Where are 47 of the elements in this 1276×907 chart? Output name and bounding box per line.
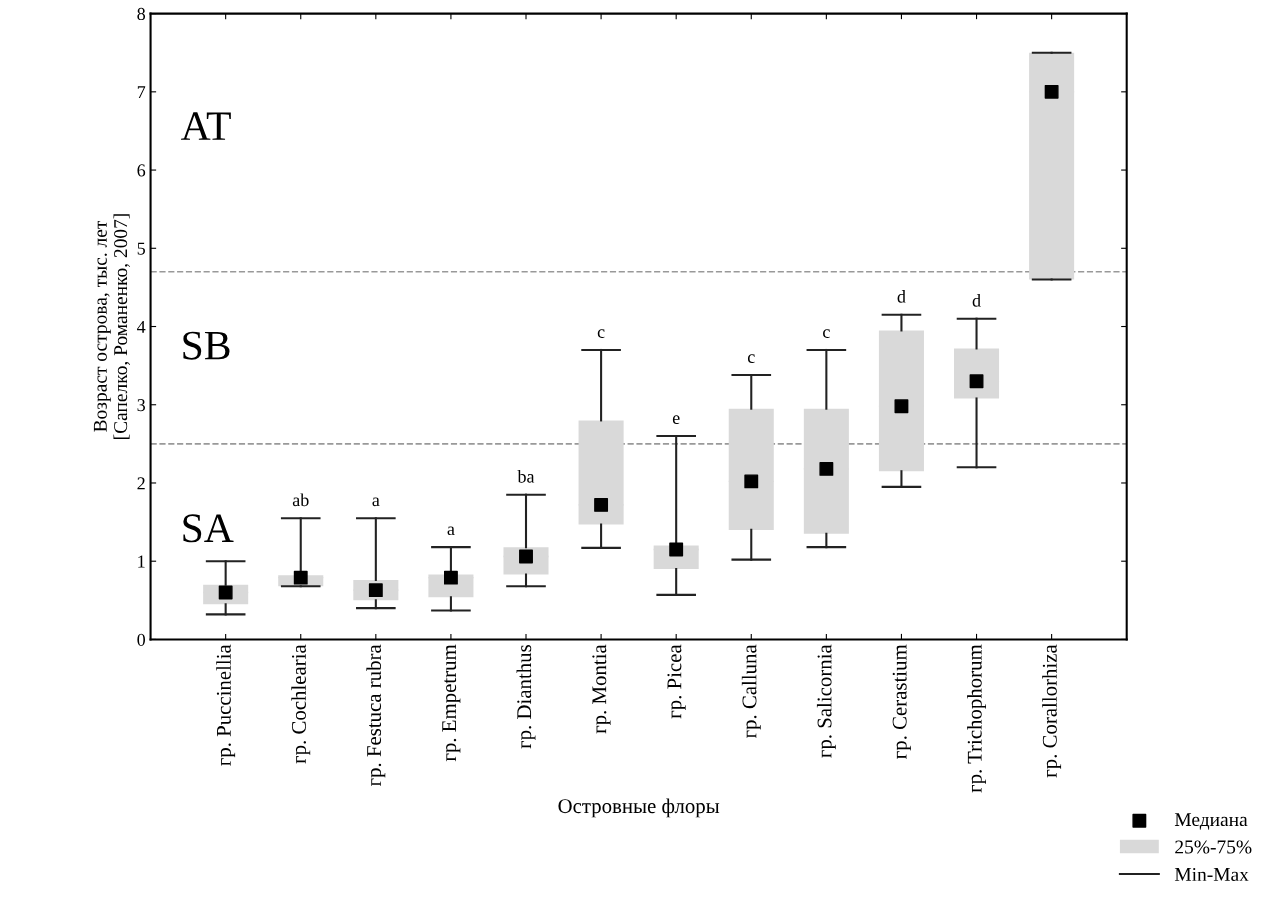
y-tick-label: 1 <box>138 555 145 568</box>
annotation: ab <box>292 493 309 507</box>
x-tick-label: гр. Cochlearia <box>291 644 311 764</box>
x-tick-label: гр. Puccinellia <box>216 644 236 766</box>
x-tick-label: гр. Picea <box>667 644 686 719</box>
point <box>594 497 609 512</box>
point <box>969 374 984 389</box>
annotation: d <box>972 293 981 307</box>
y-tick-label: 3 <box>137 399 145 412</box>
x-tick-label: гр. Festuca rubra <box>366 644 386 787</box>
x-tick-label: гр. Corallorhiza <box>1042 644 1062 778</box>
x-tick-label: гр. Empetrum <box>442 644 461 762</box>
annotation: c <box>823 329 830 338</box>
point <box>744 474 759 489</box>
x-axis-title: Островные флоры <box>558 798 720 818</box>
x-tick-label: гр. Dianthus <box>516 645 536 749</box>
annotation: c <box>597 329 605 338</box>
legend-label: 25%-75% <box>1175 840 1252 854</box>
annotation: a <box>447 526 455 536</box>
y-tick-label: 4 <box>137 320 146 333</box>
annotation: AT <box>181 112 231 140</box>
y-tick-label: 6 <box>137 164 146 177</box>
legend-label: Медиана <box>1174 813 1248 830</box>
point <box>293 570 308 585</box>
annotation: ba <box>517 470 535 483</box>
y-tick-label: 5 <box>137 242 145 255</box>
y-tick-label: 2 <box>137 477 145 490</box>
x-tick-label: гр. Salicornia <box>816 644 836 758</box>
y-tick-label: 7 <box>137 86 146 99</box>
text: Min-Max <box>1174 867 1249 882</box>
annotation: e <box>672 415 680 425</box>
x-tick-label: гр. Cerastium <box>892 644 911 759</box>
point <box>1044 84 1059 99</box>
point <box>443 570 458 585</box>
y-axis-title: Возраст острова, тыс. лет [Сапелко, Романенко, 2007] <box>93 214 130 439</box>
annotation: SB <box>183 331 230 360</box>
x-tick-label: гр. Montia <box>592 644 611 734</box>
point <box>819 461 834 476</box>
point <box>894 399 909 414</box>
annotation: a <box>372 497 380 507</box>
annotation: d <box>897 290 906 303</box>
annotation: SA <box>183 514 234 543</box>
y-tick-label: 0 <box>137 633 146 646</box>
annotation: c <box>747 354 755 364</box>
x-tick-label: гр. Trichophorum <box>967 644 986 793</box>
y-tick-label: 8 <box>137 7 146 21</box>
x-tick-label: гр. Calluna <box>741 644 761 739</box>
